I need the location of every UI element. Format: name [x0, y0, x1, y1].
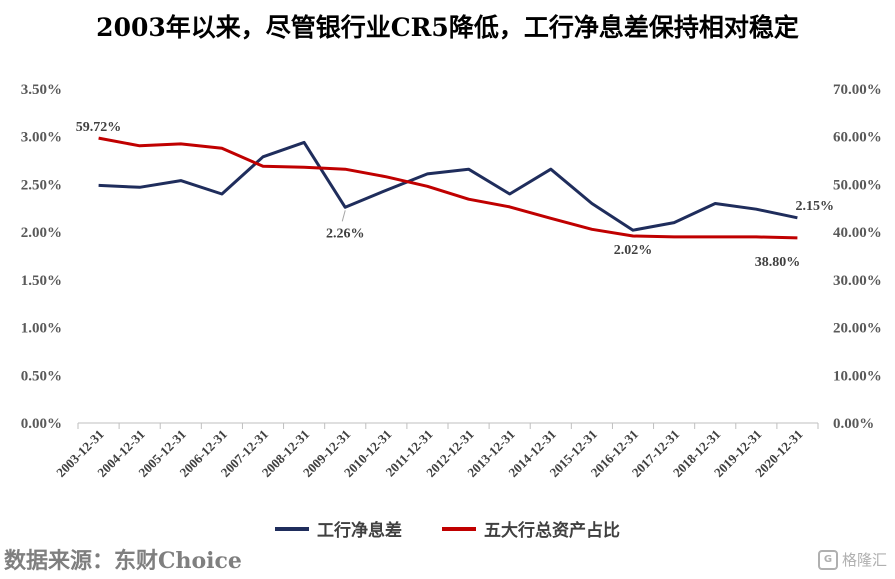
right-axis-tick-label: 20.00%	[833, 321, 882, 337]
data-source: 数据来源：东财Choice	[4, 548, 242, 574]
data-label: 2.15%	[795, 199, 834, 214]
watermark: G 格隆汇	[817, 549, 887, 570]
right-axis-tick-label: 30.00%	[833, 273, 882, 289]
right-axis-tick-label: 60.00%	[833, 130, 882, 146]
left-axis-tick-label: 0.50%	[21, 368, 62, 384]
right-axis-tick-label: 0.00%	[833, 416, 874, 432]
right-axis-tick-label: 50.00%	[833, 177, 882, 193]
data-label: 2.02%	[614, 243, 653, 258]
data-label: 38.80%	[755, 255, 801, 270]
right-axis-tick-label: 10.00%	[833, 368, 882, 384]
left-axis-tick-label: 3.50%	[21, 82, 62, 98]
data-labels: 2.26% 2.02% 2.15% 59.72% 38.80%	[76, 120, 834, 270]
legend-item-nim: 工行净息差	[275, 516, 402, 541]
legend-label-share: 五大行总资产占比	[484, 521, 620, 541]
chart-title: 2003年以来，尽管银行业CR5降低，工行净息差保持相对稳定	[96, 13, 799, 42]
left-axis-tick-label: 1.00%	[21, 321, 62, 337]
series-line-0	[98, 140, 798, 232]
legend-swatch-nim	[275, 526, 309, 531]
data-label-leader	[341, 210, 346, 222]
data-label: 2.26%	[326, 226, 365, 241]
legend-swatch-share	[442, 526, 476, 531]
left-axis-tick-label: 2.00%	[21, 225, 62, 241]
left-axis-tick-label: 2.50%	[21, 177, 62, 193]
axes-group	[77, 422, 819, 429]
series-line-1	[98, 136, 798, 240]
right-axis-tick-label: 70.00%	[833, 82, 882, 98]
legend-label-nim: 工行净息差	[317, 521, 402, 541]
series-lines	[98, 136, 798, 240]
data-label: 59.72%	[76, 120, 122, 135]
right-axis-tick-label: 40.00%	[833, 225, 882, 241]
x-axis-labels: 2003-12-312004-12-312005-12-312006-12-31…	[53, 427, 805, 481]
right-axis-labels: 0.00% 10.00% 20.00% 30.00% 40.00% 50.00% 60.00…	[833, 82, 882, 432]
left-axis-tick-label: 1.50%	[21, 273, 62, 289]
left-axis-tick-label: 0.00%	[21, 416, 62, 432]
watermark-logo-icon: G	[817, 549, 838, 570]
left-axis-labels: 0.00% 0.50% 1.00% 1.50% 2.00% 2.50% 3.00% 3.50%	[21, 82, 62, 432]
legend-item-share: 五大行总资产占比	[442, 516, 620, 541]
watermark-text: 格隆汇	[841, 551, 887, 569]
left-axis-tick-label: 3.00%	[21, 130, 62, 146]
legend: 工行净息差 五大行总资产占比	[0, 516, 895, 541]
